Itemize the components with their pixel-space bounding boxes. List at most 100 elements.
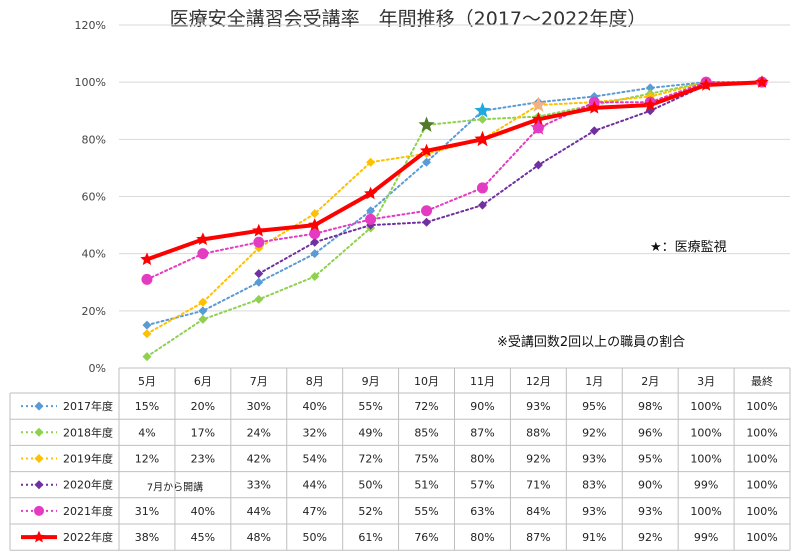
data-point-s1-0 [142,352,152,362]
data-point-s5-2 [252,223,266,237]
data-label: 85% [414,426,438,439]
legend-marker-2 [34,454,44,463]
data-label: 100% [746,531,777,544]
inspection-star-s1 [418,116,435,132]
data-label: 93% [638,505,662,518]
data-point-s5-0 [140,252,154,265]
data-label: 100% [690,400,721,413]
legend-label-1: 2018年度 [63,425,113,439]
legend-marker-0 [34,401,44,411]
data-label: 4% [138,426,155,439]
data-point-s5-3 [308,218,322,231]
data-label: 100% [746,426,777,439]
legend-marker-3 [34,480,44,490]
legend-label-0: 2017年度 [63,399,113,413]
data-point-s3-5 [422,217,432,227]
data-label: 100% [746,505,777,518]
data-point-s4-5 [421,205,433,217]
data-label: 40% [302,400,326,413]
series-line-2 [146,81,763,335]
data-label: 83% [582,479,606,492]
data-label: 100% [746,453,777,466]
series-line-5 [145,80,764,262]
data-label: 95% [582,400,606,413]
data-label: 91% [582,531,606,544]
annotation-medical-inspection: ★：医療監視 [650,239,727,255]
data-point-s0-0 [142,320,152,330]
data-point-s0-5 [422,157,432,167]
y-tick-label: 100% [75,76,106,89]
series-line-4 [146,81,763,281]
series-line-3 [257,81,763,275]
data-label: 80% [470,531,494,544]
category-label: 6月 [194,375,212,388]
data-point-s5-9 [643,98,657,111]
data-label: 31% [135,505,159,518]
data-point-s2-4 [366,157,376,167]
data-point-s0-3 [310,249,320,259]
data-label: 90% [470,400,494,413]
data-point-s4-2 [253,236,265,248]
category-label: 1月 [585,375,603,388]
y-tick-label: 20% [82,305,106,318]
series-line-1 [146,81,763,358]
data-label: 99% [694,531,718,544]
y-tick-label: 80% [82,133,106,146]
series-markers [140,75,769,362]
data-table: 5月 6月 7月 8月 9月 10月 11月 12月 1月 2月 3月 最終 2017年度 15% 20% 3… [9,367,791,551]
data-label: 93% [526,400,550,413]
data-label: 88% [526,426,550,439]
data-point-s3-8 [589,126,599,136]
data-label: 92% [582,426,606,439]
data-label: 100% [690,453,721,466]
data-point-s5-1 [196,232,210,245]
data-label: 24% [247,426,271,439]
data-label: 20% [191,400,215,413]
data-point-s3-2 [254,269,264,279]
data-point-s5-11 [755,75,769,88]
chart-title: 医療安全講習会受講率 年間推移（2017〜2022年度） [170,8,647,30]
data-label: 92% [526,453,550,466]
data-point-s5-4 [364,186,378,200]
category-label: 10月 [414,375,439,388]
data-point-s4-0 [141,273,153,285]
data-label: 47% [302,505,326,518]
category-label: 11月 [470,375,495,388]
data-label: 51% [414,479,438,492]
data-label: 93% [582,453,606,466]
data-point-s5-10 [699,78,713,91]
data-label: 84% [526,505,550,518]
data-label: 98% [638,400,662,413]
data-label: 99% [694,479,718,492]
data-label: 45% [191,531,215,544]
data-label: 44% [247,505,271,518]
data-point-s0-4 [366,206,376,216]
data-label: 61% [358,531,382,544]
data-point-s5-7 [531,112,545,125]
inspection-star-s0 [474,102,491,118]
legend-marker-1 [34,427,44,437]
category-label: 5月 [138,375,156,388]
data-label: 87% [470,426,494,439]
data-point-s4-6 [476,182,488,194]
data-label: 48% [247,531,271,544]
legend-label-2: 2019年度 [63,452,113,466]
data-label: 40% [191,505,215,518]
data-label: 75% [414,453,438,466]
data-point-s2-1 [198,297,208,307]
inspection-star-s5 [474,130,491,147]
y-tick-label: 40% [82,248,106,261]
inspection-star-s4 [530,119,547,135]
category-label: 8月 [306,375,324,388]
data-label: 76% [414,531,438,544]
data-label: 92% [638,531,662,544]
data-label: 32% [302,426,326,439]
data-label: 71% [526,479,550,492]
category-label: 最終 [751,374,773,388]
data-point-s4-3 [309,228,321,240]
data-label: 30% [247,400,271,413]
data-point-s2-3 [310,209,320,219]
legend-marker-5 [32,530,46,543]
data-label: 100% [690,505,721,518]
data-point-s1-2 [254,294,264,304]
